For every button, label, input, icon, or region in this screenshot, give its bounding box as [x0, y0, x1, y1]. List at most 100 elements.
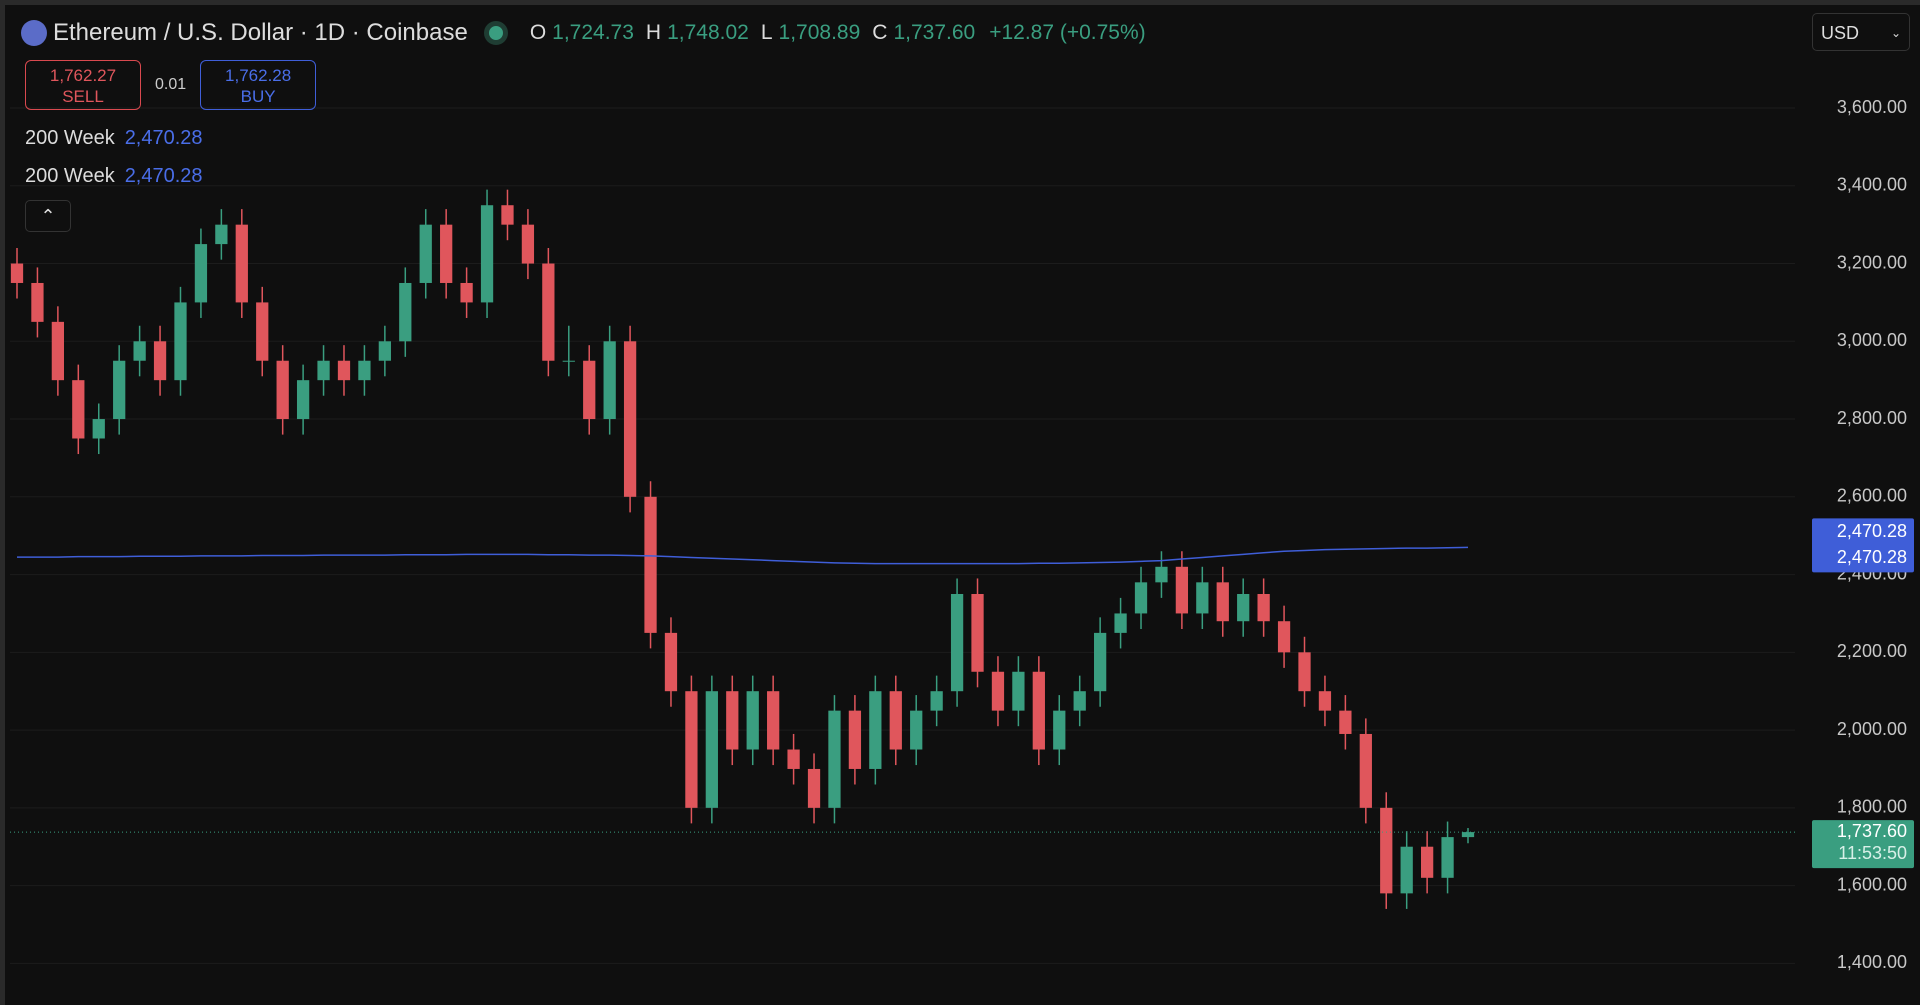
- open-value: 1,724.73: [552, 21, 634, 44]
- y-tick-label: 2,600.00: [1837, 486, 1907, 506]
- candle-body: [1420, 846, 1434, 878]
- candle-body: [1339, 710, 1352, 734]
- candle-body: [1196, 582, 1209, 614]
- y-tick-label: 1,800.00: [1837, 797, 1907, 817]
- sell-button[interactable]: 1,762.27 SELL: [25, 60, 141, 110]
- candle-body: [358, 360, 371, 381]
- y-tick-label: 2,800.00: [1837, 408, 1907, 428]
- open-label: O: [529, 21, 547, 44]
- sell-label: SELL: [62, 87, 104, 106]
- candle-body: [644, 496, 657, 633]
- y-tick-label: 3,000.00: [1837, 330, 1907, 350]
- indicator-name: 200 Week: [25, 127, 115, 149]
- indicator-legend[interactable]: 200 Week 2,470.28: [25, 165, 203, 188]
- candle-body: [787, 749, 800, 769]
- candle-body: [767, 691, 780, 750]
- candle-body: [1380, 807, 1393, 894]
- close-value: 1,737.60: [893, 21, 976, 44]
- candle-body: [1114, 613, 1127, 633]
- ma-price-tag: [1812, 518, 1914, 573]
- candle-body: [521, 224, 535, 264]
- candle-body: [480, 205, 494, 303]
- candle-body: [317, 360, 330, 381]
- y-tick-label: 3,600.00: [1837, 97, 1907, 117]
- y-tick-label: 1,600.00: [1837, 874, 1907, 894]
- dropdown-arrow: ⌄: [1890, 26, 1901, 40]
- candle-body: [501, 205, 514, 225]
- indicator-value: 2,470.28: [124, 165, 203, 187]
- last-price-label: 1,737.60: [1837, 821, 1907, 841]
- indicator-value: 2,470.28: [124, 127, 203, 149]
- trade-panel: 1,762.27 SELL 0.01 1,762.28 BUY: [25, 60, 317, 110]
- moving-average: [17, 546, 1469, 565]
- candle-body: [746, 691, 759, 750]
- candle-body: [92, 419, 105, 439]
- candle-body: [1461, 832, 1475, 838]
- candle-body: [828, 710, 841, 808]
- high-value: 1,748.02: [667, 21, 749, 44]
- sell-price: 1,762.27: [49, 66, 117, 85]
- low-label: L: [760, 21, 773, 44]
- candle-body: [296, 380, 310, 420]
- indicator-name: 200 Week: [25, 165, 115, 187]
- candle-body: [153, 341, 167, 381]
- candle-body: [440, 224, 453, 283]
- candle-body: [72, 380, 85, 439]
- candle-body: [991, 671, 1005, 711]
- candle-body: [848, 710, 862, 769]
- symbol-title[interactable]: Ethereum / U.S. Dollar · 1D · Coinbase: [53, 19, 468, 46]
- candle-body: [1237, 594, 1250, 622]
- candle-body: [1134, 582, 1148, 614]
- candle-body: [1175, 566, 1189, 614]
- change-value: +12.87 (+0.75%): [989, 21, 1146, 44]
- candle-body: [337, 360, 351, 381]
- candle-body: [930, 691, 943, 711]
- collapse-button[interactable]: ⌃: [25, 200, 71, 232]
- candle-body: [133, 341, 146, 361]
- y-tick-label: 3,200.00: [1837, 252, 1907, 272]
- candle-body: [542, 263, 555, 361]
- y-tick-label: 1,400.00: [1837, 952, 1907, 972]
- buy-label: BUY: [240, 87, 276, 106]
- candle-body: [1094, 632, 1107, 692]
- candle-body: [971, 594, 984, 672]
- candle-body: [889, 691, 902, 750]
- y-tick-label: 2,000.00: [1837, 719, 1907, 739]
- candle-body: [460, 282, 473, 303]
- candle-body: [623, 341, 637, 497]
- candle-body: [51, 321, 65, 381]
- candle-body: [1257, 594, 1270, 622]
- candle-body: [276, 360, 289, 420]
- candle-body: [378, 341, 391, 361]
- candle-body: [705, 691, 718, 808]
- ma-price-label: 2,470.28: [1837, 521, 1907, 541]
- last-price-tag: [1812, 820, 1914, 869]
- candle-body: [726, 691, 739, 750]
- candle-body: [1400, 846, 1413, 894]
- ma-price-label: 2,470.28: [1837, 547, 1907, 567]
- indicator-legend[interactable]: 200 Week 2,470.28: [25, 127, 203, 150]
- candle-body: [562, 360, 575, 362]
- candle-body: [1441, 837, 1454, 878]
- eth-logo: [21, 20, 47, 46]
- candle-body: [1298, 652, 1311, 692]
- candle-body: [1216, 582, 1229, 622]
- candle-body: [1012, 671, 1025, 711]
- spread: 0.01: [155, 76, 187, 93]
- candle-body: [1318, 691, 1332, 711]
- currency-select[interactable]: USD ⌄: [1812, 13, 1910, 51]
- buy-button[interactable]: 1,762.28 BUY: [200, 60, 317, 110]
- candle-body: [1359, 733, 1372, 808]
- currency: USD: [1821, 23, 1860, 43]
- candle-body: [174, 302, 187, 381]
- low-value: 1,708.89: [778, 21, 861, 44]
- candle-body: [603, 341, 616, 420]
- candle-body: [910, 710, 923, 750]
- high-label: H: [645, 21, 662, 44]
- candle-body: [869, 691, 882, 769]
- candle-body: [256, 302, 269, 361]
- y-tick-label: 2,200.00: [1837, 641, 1907, 661]
- candle-body: [1277, 621, 1291, 653]
- candle-body: [31, 282, 44, 322]
